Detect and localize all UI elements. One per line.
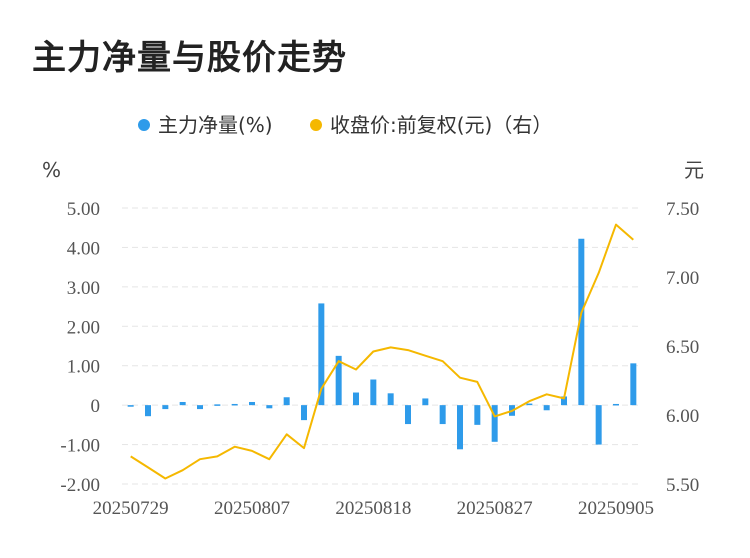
left-axis-unit: % bbox=[42, 158, 61, 182]
left-tick-label: -2.00 bbox=[60, 475, 100, 496]
bar bbox=[301, 405, 307, 421]
bar bbox=[179, 401, 186, 406]
x-tick-label: 20250818 bbox=[335, 498, 411, 519]
right-tick-label: 7.50 bbox=[666, 199, 699, 220]
left-tick-label: 4.00 bbox=[67, 238, 100, 259]
bar bbox=[387, 393, 394, 406]
legend: 主力净量(%) 收盘价:前复权(元)（右） bbox=[138, 113, 552, 137]
left-tick-label: 2.00 bbox=[67, 317, 100, 338]
bar bbox=[561, 396, 567, 406]
bar bbox=[127, 405, 134, 407]
bar bbox=[630, 363, 637, 406]
bar bbox=[422, 398, 429, 406]
right-tick-label: 7.00 bbox=[666, 268, 699, 289]
right-axis-ticks: 7.50 7.00 6.50 6.00 5.50 bbox=[666, 199, 699, 496]
left-tick-label: 5.00 bbox=[67, 199, 100, 220]
bar bbox=[457, 405, 463, 450]
x-tick-label: 20250827 bbox=[457, 498, 533, 519]
bar bbox=[474, 405, 481, 425]
grid bbox=[122, 207, 642, 485]
bar bbox=[162, 405, 169, 410]
bar bbox=[266, 405, 273, 409]
bar bbox=[145, 405, 151, 417]
bar bbox=[543, 405, 550, 411]
bar bbox=[214, 404, 221, 406]
right-tick-label: 6.00 bbox=[666, 406, 699, 427]
bar bbox=[491, 405, 498, 442]
price-line bbox=[130, 223, 634, 480]
bar bbox=[353, 392, 359, 406]
chart-title: 主力净量与股价走势 bbox=[32, 38, 347, 78]
right-tick-label: 6.50 bbox=[666, 337, 699, 358]
left-tick-label: 0 bbox=[91, 396, 101, 417]
left-tick-label: 1.00 bbox=[67, 357, 100, 378]
right-tick-label: 5.50 bbox=[666, 475, 699, 496]
line-series bbox=[130, 223, 634, 480]
left-tick-label: -1.00 bbox=[60, 436, 100, 457]
bar bbox=[249, 401, 255, 406]
right-axis-unit: 元 bbox=[684, 158, 704, 182]
bar bbox=[405, 405, 411, 425]
bar bbox=[283, 397, 290, 406]
bar bbox=[526, 403, 533, 406]
x-tick-label: 20250905 bbox=[578, 498, 654, 519]
bar bbox=[231, 403, 238, 406]
bar bbox=[318, 303, 325, 406]
x-tick-label: 20250729 bbox=[93, 498, 169, 519]
bar bbox=[370, 379, 377, 406]
legend-line-label: 收盘价:前复权(元)（右） bbox=[330, 113, 552, 137]
bar bbox=[578, 238, 585, 406]
bar-series bbox=[127, 238, 637, 450]
left-axis-ticks: 5.00 4.00 3.00 2.00 1.00 0 -1.00 -2.00 bbox=[60, 199, 100, 496]
bar bbox=[335, 355, 342, 406]
legend-line-marker bbox=[310, 119, 322, 131]
bar bbox=[613, 403, 619, 406]
bar bbox=[197, 405, 203, 410]
x-tick-label: 20250807 bbox=[214, 498, 290, 519]
legend-bar-marker bbox=[138, 119, 150, 131]
bar bbox=[595, 405, 602, 445]
left-tick-label: 3.00 bbox=[67, 278, 100, 299]
legend-bar-label: 主力净量(%) bbox=[158, 113, 273, 137]
x-axis-ticks: 20250729 20250807 20250818 20250827 20250905 bbox=[93, 498, 654, 519]
bar bbox=[439, 405, 446, 425]
